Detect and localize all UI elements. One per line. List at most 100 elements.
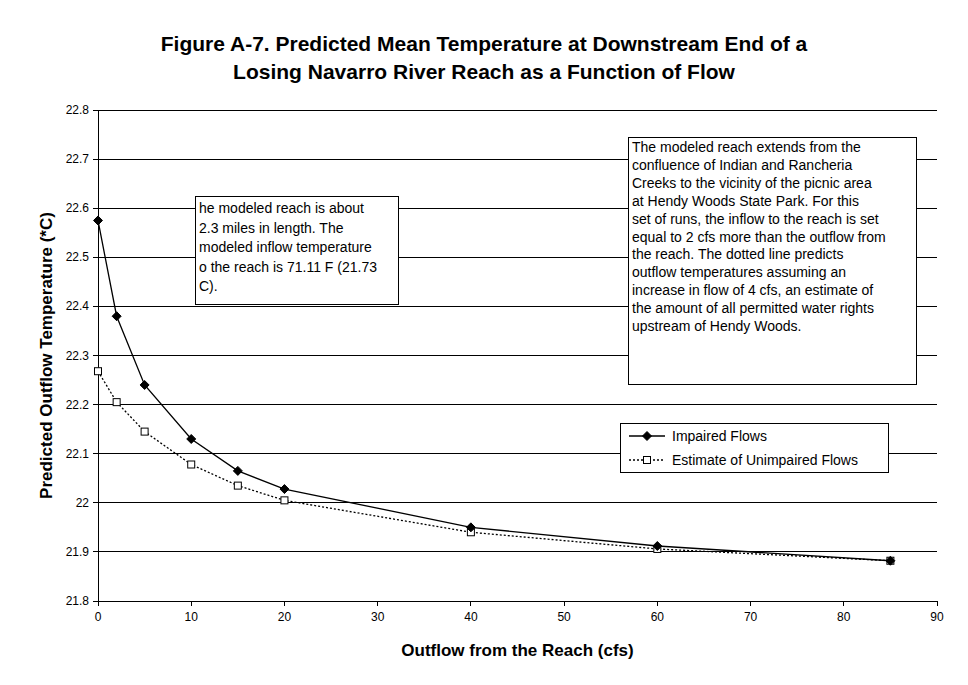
x-tick-label: 60 — [651, 610, 665, 624]
y-tick — [93, 453, 98, 454]
annotation-text: o the reach is 71.11 F (21.73 — [199, 259, 377, 275]
x-tick-label: 80 — [837, 610, 851, 624]
x-tick-label: 40 — [464, 610, 478, 624]
legend-marker — [643, 432, 652, 441]
annotation-text: the amount of all permitted water rights — [632, 300, 874, 316]
point — [466, 523, 475, 532]
plot-area — [94, 216, 895, 565]
point — [141, 428, 148, 435]
y-tick-label: 22.2 — [66, 398, 90, 412]
grid-line — [98, 551, 937, 552]
annotation-text: set of runs, the inflow to the reach is … — [632, 211, 879, 227]
point — [140, 380, 149, 389]
y-tick-label: 22.4 — [66, 299, 90, 313]
title: Losing Navarro River Reach as a Function… — [233, 60, 735, 83]
y-tick-label: 22 — [76, 496, 90, 510]
annotation: The modeled reach extends from the conflu… — [628, 137, 916, 384]
y-tick-label: 22.1 — [66, 447, 90, 461]
annotation-text: 2.3 miles in length. The — [199, 220, 344, 236]
x-tick-label: 10 — [185, 610, 199, 624]
y-axis-label: Predicted Outflow Temperature (*C) — [37, 212, 56, 499]
y-tick — [93, 159, 98, 160]
point — [281, 497, 288, 504]
annotation-text: increase in flow of 4 cfs, an estimate o… — [632, 282, 873, 298]
x-tick — [657, 601, 658, 606]
series-line — [98, 371, 890, 561]
y-tick — [93, 404, 98, 405]
y-tick — [93, 110, 98, 111]
background — [0, 0, 968, 685]
x-tick — [284, 601, 285, 606]
point — [233, 466, 242, 475]
x-tick — [843, 601, 844, 606]
y-tick — [93, 257, 98, 258]
annotation-text: The modeled reach extends from the — [632, 139, 861, 155]
point — [187, 434, 196, 443]
legend-box — [620, 423, 888, 472]
x-tick — [470, 601, 471, 606]
y-tick — [93, 355, 98, 356]
annotation: he modeled reach is about 2.3 miles in le… — [195, 196, 398, 304]
y-tick-label: 21.9 — [66, 545, 90, 559]
y-tick — [93, 306, 98, 307]
point — [113, 399, 120, 406]
legend-marker — [644, 457, 651, 464]
x-tick-label: 30 — [371, 610, 385, 624]
x-tick — [98, 601, 99, 606]
annotation-box — [628, 137, 916, 384]
x-tick — [750, 601, 751, 606]
point — [234, 482, 241, 489]
point — [112, 312, 121, 321]
annotation-text: modeled inflow temperature — [199, 239, 372, 255]
x-tick-label: 50 — [557, 610, 571, 624]
legend-label: Impaired Flows — [672, 428, 767, 444]
annotation-text: outflow temperatures assuming an — [632, 264, 846, 280]
grid-line — [98, 110, 937, 111]
x-tick-label: 0 — [95, 610, 102, 624]
point — [94, 216, 103, 225]
annotation-text: Creeks to the vicinity of the picnic are… — [632, 175, 872, 191]
y-axis — [98, 110, 99, 601]
grid-line — [98, 404, 937, 405]
annotation-text: equal to 2 cfs more than the outflow fro… — [632, 229, 886, 245]
y-tick — [93, 601, 98, 602]
point — [95, 368, 102, 375]
y-tick-label: 22.5 — [66, 250, 90, 264]
y-tick-label: 22.6 — [66, 201, 90, 215]
y-tick-label: 21.8 — [66, 594, 90, 608]
x-tick-label: 90 — [930, 610, 944, 624]
point — [188, 461, 195, 468]
x-tick — [191, 601, 192, 606]
x-tick — [564, 601, 565, 606]
point — [280, 485, 289, 494]
x-tick — [937, 601, 938, 606]
legend: Impaired Flows Estimate of Unimpaired Flo… — [620, 423, 888, 472]
series-line — [98, 220, 890, 560]
y-tick — [93, 208, 98, 209]
chart: Figure A-7. Predicted Mean Temperature a… — [0, 0, 968, 685]
grid-line — [98, 601, 937, 602]
annotation-text: upstream of Hendy Woods. — [632, 318, 801, 334]
annotation-text: he modeled reach is about — [199, 200, 364, 216]
y-tick — [93, 551, 98, 552]
x-axis — [98, 601, 937, 602]
y-tick-label: 22.8 — [66, 103, 90, 117]
annotation-text: C). — [199, 278, 218, 294]
point — [653, 542, 662, 551]
x-tick-label: 20 — [278, 610, 292, 624]
annotation-text: at Hendy Woods State Park. For this — [632, 193, 859, 209]
point — [887, 557, 894, 564]
y-tick-label: 22.3 — [66, 349, 90, 363]
annotation-box — [195, 196, 398, 304]
y-tick — [93, 502, 98, 503]
title: Figure A-7. Predicted Mean Temperature a… — [161, 32, 808, 55]
legend-label: Estimate of Unimpaired Flows — [672, 452, 858, 468]
y-tick-label: 22.7 — [66, 152, 90, 166]
x-tick — [377, 601, 378, 606]
x-axis-label: Outflow from the Reach (cfs) — [401, 641, 633, 660]
x-tick-label: 70 — [744, 610, 758, 624]
grid-line — [98, 502, 937, 503]
annotation-text: confluence of Indian and Rancheria — [632, 157, 852, 173]
annotation-text: the reach. The dotted line predicts — [632, 246, 843, 262]
point — [886, 556, 895, 565]
